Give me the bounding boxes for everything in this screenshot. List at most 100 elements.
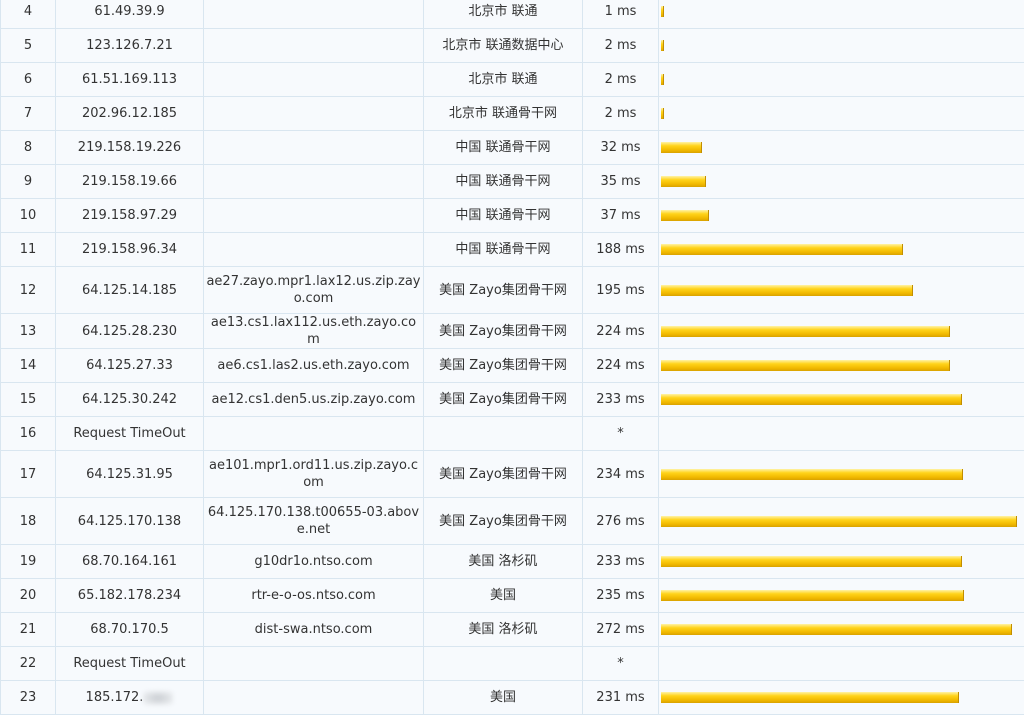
location-cell: 北京市 联通数据中心	[424, 29, 583, 63]
latency-bar-cell	[659, 349, 1024, 383]
latency-bar-cell	[659, 681, 1024, 715]
latency-cell: 276 ms	[583, 498, 659, 545]
hostname-text: dist-swa.ntso.com	[255, 622, 373, 637]
location-text: 美国 洛杉矶	[468, 554, 537, 569]
table-row: 22 Request TimeOut *	[1, 647, 1024, 681]
hostname-cell: ae12.cs1.den5.us.zip.zayo.com	[204, 383, 424, 417]
ip-cell: 61.51.169.113	[56, 63, 204, 97]
hostname-cell	[204, 63, 424, 97]
hostname-text: g10dr1o.ntso.com	[254, 554, 372, 569]
ip-cell: 68.70.170.5	[56, 613, 204, 647]
hostname-cell	[204, 681, 424, 715]
hostname-cell: ae13.cs1.lax112.us.eth.zayo.com	[204, 314, 424, 349]
location-text: 中国 联通骨干网	[455, 140, 550, 155]
location-text: 北京市 联通数据中心	[442, 38, 563, 53]
location-cell: 中国 联通骨干网	[424, 131, 583, 165]
location-text: 中国 联通骨干网	[455, 242, 550, 257]
latency-bar-cell	[659, 314, 1024, 349]
hop-text: 14	[20, 358, 37, 373]
hop-cell: 23	[1, 681, 56, 715]
hop-cell: 6	[1, 63, 56, 97]
ip-text: 61.51.169.113	[82, 72, 177, 87]
location-text: 美国	[490, 690, 516, 705]
hostname-cell	[204, 417, 424, 451]
ip-text: 219.158.96.34	[82, 242, 177, 257]
hop-text: 17	[20, 467, 37, 482]
hop-cell: 18	[1, 498, 56, 545]
latency-bar-cell	[659, 199, 1024, 233]
latency-bar-cell	[659, 63, 1024, 97]
hostname-text: ae27.zayo.mpr1.lax12.us.zip.zayo.com	[206, 274, 420, 306]
ip-cell: 185.172.	[56, 681, 204, 715]
ip-cell: 219.158.19.226	[56, 131, 204, 165]
hostname-cell: rtr-e-o-os.ntso.com	[204, 579, 424, 613]
latency-text: 32 ms	[600, 140, 640, 155]
table-row: 8 219.158.19.226 中国 联通骨干网 32 ms	[1, 131, 1024, 165]
location-cell: 北京市 联通骨干网	[424, 97, 583, 131]
hop-cell: 17	[1, 451, 56, 498]
ip-text: 64.125.31.95	[86, 467, 173, 482]
ip-text: 219.158.97.29	[82, 208, 177, 223]
location-text: 美国 Zayo集团骨干网	[439, 392, 567, 407]
location-text: 美国 Zayo集团骨干网	[439, 358, 567, 373]
hop-text: 18	[20, 514, 37, 529]
hop-text: 13	[20, 324, 37, 339]
hop-text: 9	[24, 174, 32, 189]
hop-text: 19	[20, 554, 37, 569]
ip-text: 65.182.178.234	[78, 588, 181, 603]
hop-text: 22	[20, 656, 37, 671]
latency-text: 234 ms	[596, 467, 644, 482]
latency-cell: *	[583, 647, 659, 681]
hostname-cell	[204, 165, 424, 199]
hop-text: 15	[20, 392, 37, 407]
latency-bar	[661, 624, 1012, 635]
location-cell: 美国 Zayo集团骨干网	[424, 498, 583, 545]
ip-text: 219.158.19.226	[78, 140, 181, 155]
latency-cell: 2 ms	[583, 97, 659, 131]
hostname-cell: g10dr1o.ntso.com	[204, 545, 424, 579]
location-cell: 美国 洛杉矶	[424, 613, 583, 647]
location-text: 中国 联通骨干网	[455, 174, 550, 189]
latency-cell: 195 ms	[583, 267, 659, 314]
location-cell: 美国	[424, 579, 583, 613]
latency-bar	[661, 6, 664, 17]
latency-bar-cell	[659, 29, 1024, 63]
latency-bar	[661, 516, 1017, 527]
location-cell	[424, 417, 583, 451]
location-text: 北京市 联通	[468, 72, 537, 87]
hop-text: 5	[24, 38, 32, 53]
hop-cell: 8	[1, 131, 56, 165]
latency-bar-cell	[659, 545, 1024, 579]
latency-cell: 188 ms	[583, 233, 659, 267]
location-text: 北京市 联通骨干网	[449, 106, 557, 121]
hostname-cell	[204, 233, 424, 267]
location-text: 美国	[490, 588, 516, 603]
hostname-cell: dist-swa.ntso.com	[204, 613, 424, 647]
location-text: 美国 Zayo集团骨干网	[439, 467, 567, 482]
latency-bar	[661, 142, 702, 153]
latency-text: 1 ms	[605, 4, 637, 19]
latency-cell: 32 ms	[583, 131, 659, 165]
hop-text: 8	[24, 140, 32, 155]
latency-text: 195 ms	[596, 283, 644, 298]
latency-text: 276 ms	[596, 514, 644, 529]
ip-cell: 64.125.170.138	[56, 498, 204, 545]
latency-cell: 2 ms	[583, 63, 659, 97]
latency-bar	[661, 285, 913, 296]
latency-bar	[661, 40, 664, 51]
latency-text: 272 ms	[596, 622, 644, 637]
hostname-cell	[204, 131, 424, 165]
ip-cell: 123.126.7.21	[56, 29, 204, 63]
hostname-cell	[204, 29, 424, 63]
ip-cell: 64.125.27.33	[56, 349, 204, 383]
hop-cell: 21	[1, 613, 56, 647]
ip-cell: Request TimeOut	[56, 647, 204, 681]
location-text: 北京市 联通	[468, 4, 537, 19]
ip-cell: 61.49.39.9	[56, 0, 204, 29]
